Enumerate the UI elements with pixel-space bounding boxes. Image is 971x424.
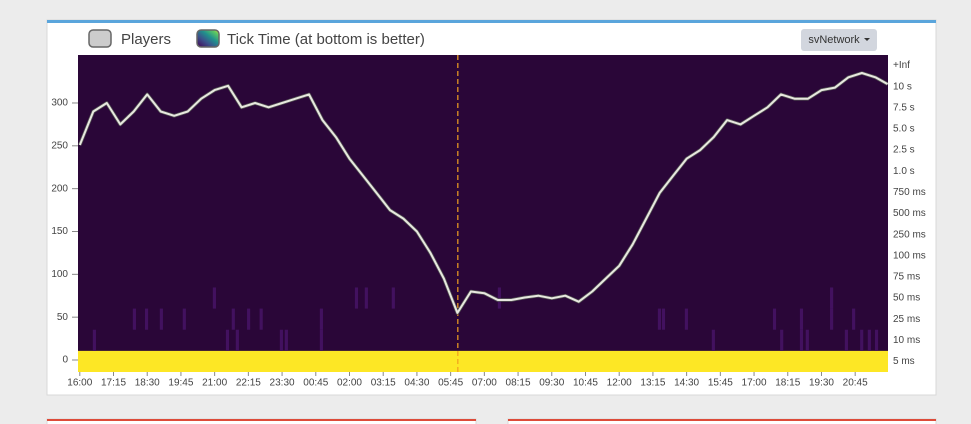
heatmap-cell [235, 329, 239, 351]
heatmap-cell [159, 308, 163, 330]
y-tick-label: 250 [51, 140, 68, 151]
x-tick-label: 05:45 [438, 378, 463, 389]
y2-tick-label: 10 ms [893, 335, 920, 346]
heatmap-cell [319, 308, 323, 330]
y2-tick-label: 7.5 s [893, 102, 915, 113]
heatmap-cell [92, 329, 96, 351]
x-tick-label: 19:30 [809, 378, 834, 389]
x-tick-label: 14:30 [674, 378, 699, 389]
heatmap-cell [867, 329, 871, 351]
line [78, 72, 888, 314]
x-tick-label: 21:00 [202, 378, 227, 389]
x-tick-label: 20:45 [843, 378, 868, 389]
heatmap-cell [391, 287, 395, 309]
x-tick-label: 15:45 [708, 378, 733, 389]
heatmap-cell [772, 308, 777, 330]
heatmap-cell [319, 329, 323, 351]
heatmap-cell [231, 308, 235, 330]
heatmap-cell [852, 308, 856, 330]
y-tick-label: 100 [51, 269, 68, 280]
heatmap-cell [144, 308, 149, 330]
heatmap-cell [132, 308, 136, 330]
y-tick-label: 200 [51, 183, 68, 194]
legend-swatch[interactable] [196, 29, 220, 48]
legend-label[interactable]: Players [121, 31, 171, 48]
heatmap-cell [225, 329, 230, 351]
dropdown-label[interactable]: svNetwork [808, 34, 860, 46]
y2-tick-label: 5 ms [893, 356, 915, 367]
heatmap-cell [830, 287, 834, 309]
heatmap-cell [799, 308, 804, 330]
heatmap-cell [830, 308, 834, 330]
legend-label[interactable]: Tick Time (at bottom is better) [227, 31, 425, 48]
legend-swatch[interactable] [88, 29, 112, 48]
heatmap-cell [212, 287, 216, 309]
card-top-border [47, 20, 936, 23]
x-tick-label: 19:45 [168, 378, 193, 389]
y-tick-label: 150 [51, 226, 68, 237]
x-tick-label: 09:30 [539, 378, 564, 389]
heatmap-cell [684, 308, 688, 330]
plot-area [78, 55, 888, 372]
card-top-border [47, 419, 476, 421]
heatmap-cell [860, 329, 864, 351]
y-tick-label: 50 [57, 312, 69, 323]
x-tick-label: 18:15 [775, 378, 800, 389]
x-tick-label: 07:00 [472, 378, 497, 389]
heatmap-cell [284, 329, 288, 351]
x-tick-label: 10:45 [573, 378, 598, 389]
y-tick-label: 0 [62, 355, 68, 366]
dropdown-button[interactable] [801, 29, 877, 51]
x-tick-label: 16:00 [67, 378, 92, 389]
heatmap-cell [279, 329, 283, 351]
heatmap-cell [354, 287, 359, 309]
x-tick-label: 22:15 [236, 378, 261, 389]
heatmap-cell [874, 329, 879, 351]
card-top-border [508, 419, 936, 421]
x-tick-label: 02:00 [337, 378, 362, 389]
y2-tick-label: 50 ms [893, 293, 920, 304]
heatmap-cell [497, 287, 501, 309]
y2-tick-label: 1.0 s [893, 166, 915, 177]
heatmap-cell [657, 308, 662, 330]
x-tick-label: 08:15 [506, 378, 531, 389]
y2-tick-label: 75 ms [893, 272, 920, 283]
heatmap-cell [805, 329, 809, 351]
x-tick-label: 12:00 [607, 378, 632, 389]
y2-tick-label: 2.5 s [893, 145, 915, 156]
x-tick-label: 17:00 [742, 378, 767, 389]
y2-tick-label: 25 ms [893, 314, 920, 325]
heatmap-background [78, 55, 888, 372]
y2-tick-label: 750 ms [893, 187, 926, 198]
plot: 0 50 100 150 200 250 300 +Inf 10 s 7.5 s 5.0 s 2.5 … [51, 55, 926, 389]
heatmap-cell [78, 350, 888, 372]
heatmap-cell [364, 287, 368, 309]
y2-tick-label: +Inf [893, 60, 910, 71]
x-tick-label: 13:15 [640, 378, 665, 389]
heatmap-cell [247, 308, 251, 330]
heatmap-cell [182, 308, 186, 330]
x-tick-label: 04:30 [404, 378, 429, 389]
y2-tick-label: 10 s [893, 81, 912, 92]
heatmap-cell [259, 308, 263, 330]
heatmap-cell [711, 329, 715, 351]
x-tick-label: 17:15 [101, 378, 126, 389]
heatmap-cell [661, 308, 666, 330]
y2-tick-label: 250 ms [893, 229, 926, 240]
x-tick-label: 23:30 [270, 378, 295, 389]
y2-tick-label: 5.0 s [893, 124, 915, 135]
x-tick-label: 03:15 [371, 378, 396, 389]
heatmap-cell [844, 329, 848, 351]
x-tick-label: 18:30 [135, 378, 160, 389]
x-tick-label: 00:45 [303, 378, 328, 389]
y2-tick-label: 100 ms [893, 250, 926, 261]
y-tick-label: 300 [51, 98, 68, 109]
dropdown-caret [864, 38, 870, 41]
heatmap-cell [799, 329, 804, 351]
y2-tick-label: 500 ms [893, 208, 926, 219]
heatmap-cell [780, 329, 784, 351]
